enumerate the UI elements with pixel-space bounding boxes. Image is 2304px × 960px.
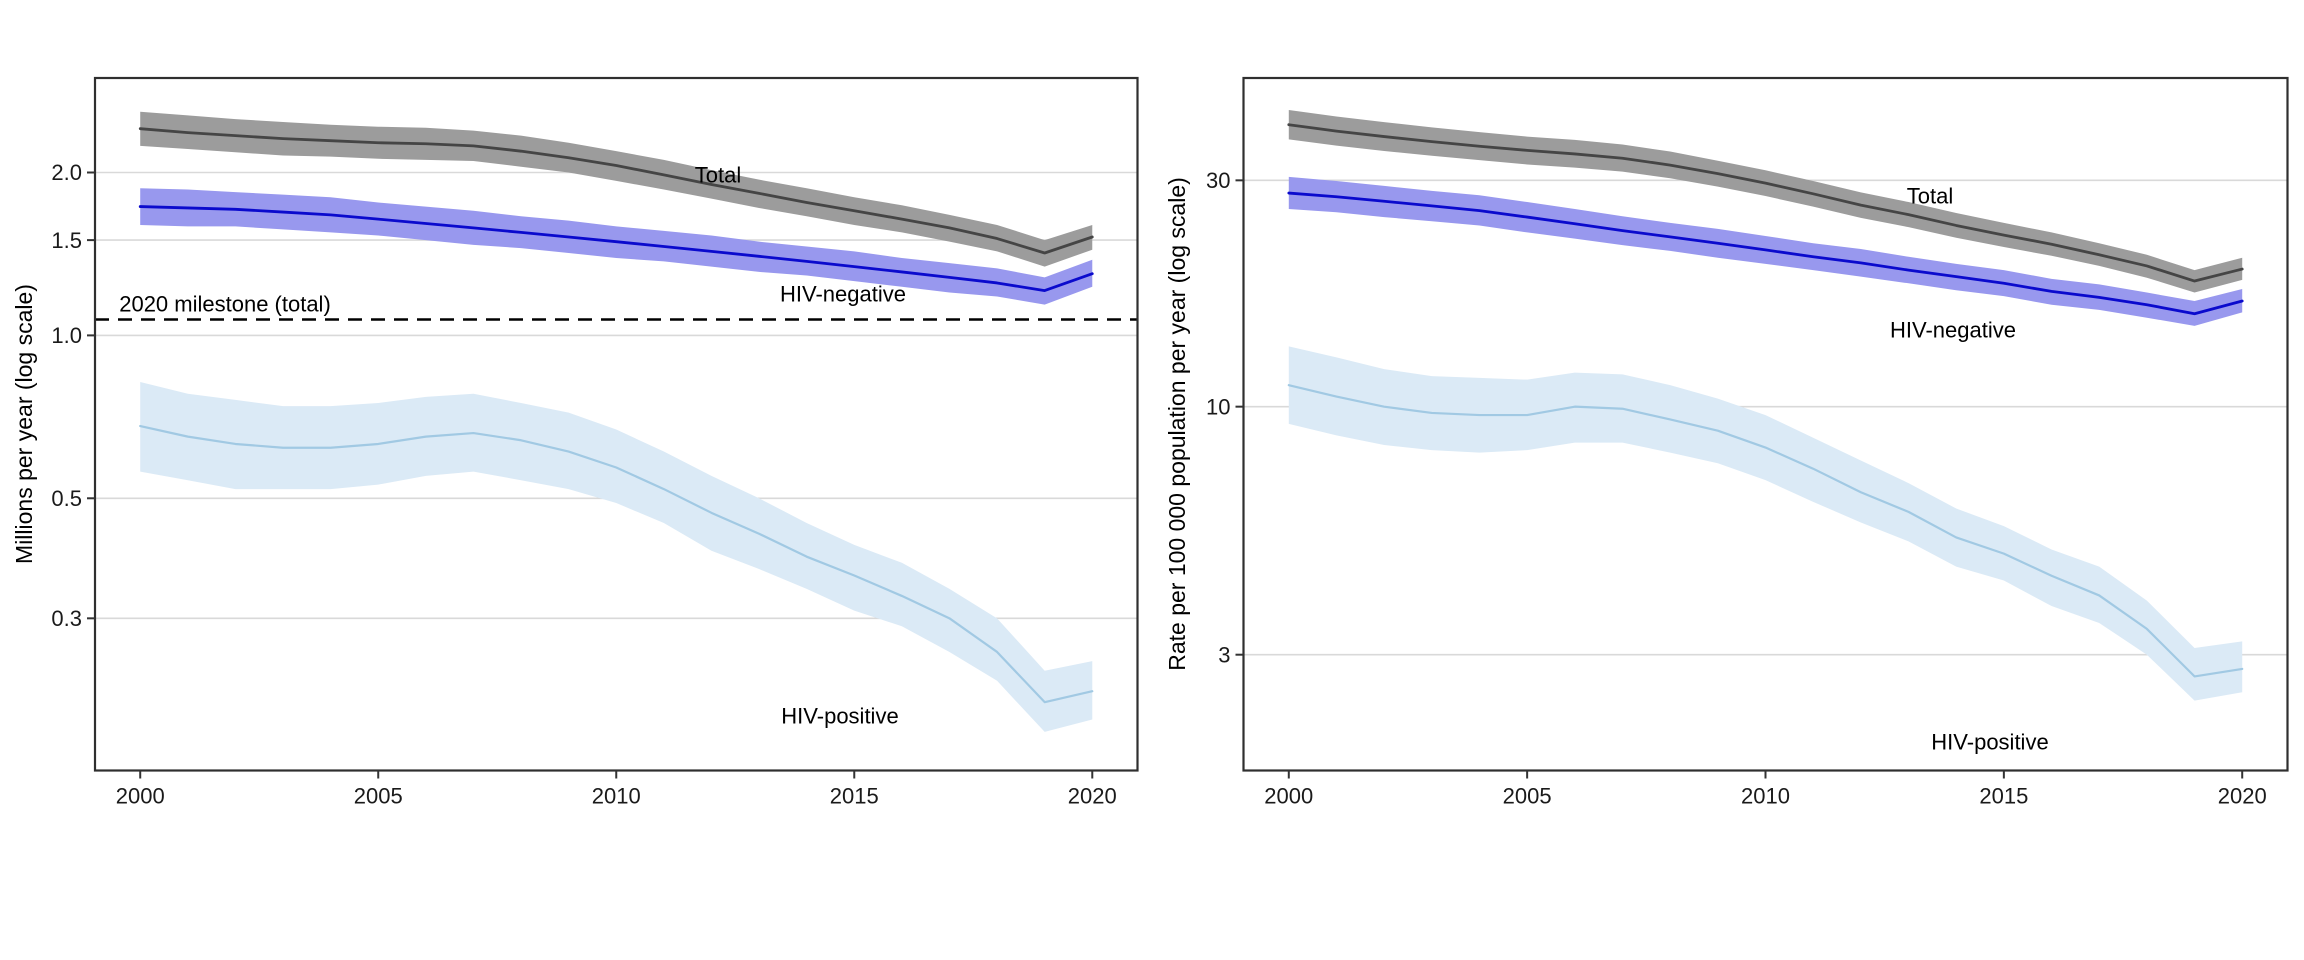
panel-mortality-rate: Rate per 100 000 population per year (lo…: [1164, 76, 2289, 809]
ribbon-hiv-positive: [140, 382, 1093, 732]
y-tick-label: 0.5: [51, 486, 82, 511]
y-tick-label: 3: [1218, 642, 1230, 667]
x-tick-label: 2020: [2218, 784, 2267, 809]
line-total: [138, 127, 1094, 255]
y-axis-title-right: Rate per 100 000 population per year (lo…: [1164, 177, 1190, 671]
x-tick-label: 2010: [592, 784, 641, 809]
x-tick-label: 2000: [1264, 784, 1313, 809]
panel-deaths: Millions per year (log scale) 2000 2005 20…: [11, 76, 1139, 809]
y-tick-label: 0.3: [51, 606, 82, 631]
series-label-hiv-negative: HIV-negative: [780, 282, 906, 307]
ribbon-hiv-negative: [1288, 176, 2243, 326]
y-tick-label: 1.5: [51, 228, 82, 253]
y-tick-label: 30: [1206, 168, 1230, 193]
line-total: [1287, 123, 2244, 283]
x-tick-label: 2000: [116, 784, 165, 809]
line-hiv-positive: [139, 424, 1094, 704]
x-tick-label: 2005: [354, 784, 403, 809]
ribbon-hiv-positive: [1288, 346, 2243, 701]
ribbon-hiv-negative: [140, 188, 1093, 305]
x-tick-label: 2010: [1741, 784, 1790, 809]
ribbon-total: [140, 111, 1093, 267]
milestone-label: 2020 milestone (total): [119, 292, 331, 317]
y-axis-title-left: Millions per year (log scale): [11, 284, 37, 564]
series-label-hiv-positive: HIV-positive: [781, 704, 898, 729]
line-hiv-negative: [138, 205, 1094, 292]
x-tick-label: 2020: [1068, 784, 1117, 809]
series-label-hiv-positive: HIV-positive: [1931, 730, 2048, 755]
x-tick-label: 2015: [830, 784, 879, 809]
x-tick-label: 2005: [1503, 784, 1552, 809]
series-label-total: Total: [695, 163, 741, 188]
y-tick-label: 2.0: [51, 160, 82, 185]
y-tick-label: 10: [1206, 394, 1230, 419]
series-label-hiv-negative: HIV-negative: [1890, 318, 2016, 343]
line-hiv-positive: [1287, 384, 2244, 678]
ribbon-total: [1288, 110, 2243, 293]
y-tick-label: 1.0: [51, 323, 82, 348]
line-hiv-negative: [1287, 191, 2244, 316]
x-tick-label: 2015: [1979, 784, 2028, 809]
series-label-total: Total: [1907, 184, 1953, 209]
